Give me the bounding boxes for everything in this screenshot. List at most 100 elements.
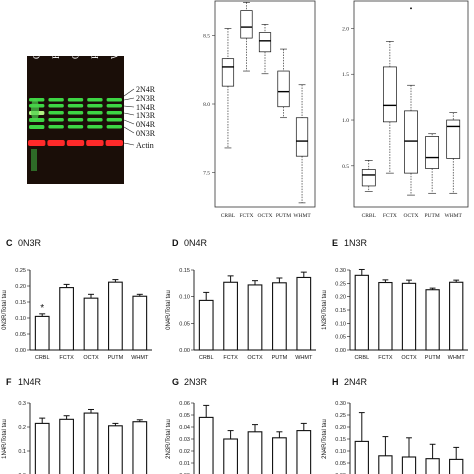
box — [240, 10, 253, 39]
bar — [354, 274, 369, 351]
bar-chart-c: 0.00 0.05 0.10 0.15 0.20 0.25 0N3R/Total tau CR… — [2, 268, 152, 361]
band-leader — [123, 88, 135, 97]
actin-band — [28, 140, 46, 146]
x-tick-label: OCTX — [247, 355, 263, 361]
band-label: 1N4R — [136, 103, 156, 112]
western-blot: CRBL FCTX OCTX PUTM WHMT 2N4R2N3R1N4R1N3R0N4R… — [27, 30, 156, 184]
x-tick-label: FCTX — [59, 355, 74, 361]
y-tick-label: 0.01 — [179, 461, 190, 467]
y-tick-label: 8.5 — [203, 33, 210, 39]
tau-band — [106, 104, 122, 108]
lane-label: PUTM — [90, 34, 100, 59]
bar — [132, 421, 148, 474]
band-label: 0N4R — [136, 120, 156, 129]
x-tick-label: OCTX — [404, 213, 419, 219]
tau-band — [67, 118, 84, 122]
y-tick-label: 0.5 — [342, 164, 349, 170]
y-tick-label: 0.25 — [335, 281, 346, 287]
tau-band — [106, 118, 122, 122]
bar — [401, 282, 417, 351]
tau-band — [67, 98, 84, 102]
y-tick-label: 0.05 — [335, 335, 346, 341]
x-tick-label: WHMT — [295, 355, 313, 361]
lane-label: FCTX — [51, 35, 61, 59]
tau-band — [48, 118, 64, 122]
y-tick-label: 0.00 — [179, 348, 190, 354]
y-tick-label: 0.15 — [179, 268, 190, 274]
y-tick-label: 0.04 — [179, 425, 190, 431]
bar — [59, 418, 74, 474]
x-tick-label: WHMT — [293, 213, 311, 219]
x-tick-label: CRBL — [362, 213, 377, 219]
band-leader — [123, 105, 135, 108]
y-axis-label: 0N3R/Total tau — [2, 290, 8, 330]
x-tick-label: PUTM — [272, 355, 288, 361]
bar — [223, 281, 238, 351]
tau-band — [67, 125, 84, 129]
y-tick-label: 0.05 — [179, 413, 190, 419]
tau-band — [67, 111, 84, 115]
y-tick-label: 0.15 — [15, 300, 26, 306]
bar — [378, 281, 393, 351]
x-tick-label: WHMT — [448, 355, 466, 361]
box — [295, 117, 309, 157]
bar-chart-d: 0.00 0.05 0.10 0.15 0N4R/Total tau CRBL FCTX OC… — [166, 268, 316, 361]
x-tick-label: CRBL — [221, 213, 236, 219]
band-leader — [123, 97, 135, 101]
y-tick-label: 0.05 — [179, 321, 190, 327]
bar — [425, 289, 440, 351]
tau-band — [87, 98, 103, 102]
x-tick-label: FCTX — [239, 213, 253, 219]
band-leader — [123, 112, 135, 116]
bar — [401, 456, 417, 474]
bar — [34, 315, 50, 351]
y-tick-label: 0.25 — [15, 268, 26, 274]
bar — [83, 412, 99, 474]
tau-band — [106, 111, 122, 115]
y-tick-label: 0.20 — [335, 295, 346, 301]
y-tick-label: 0.3 — [18, 401, 26, 407]
tau-band — [67, 104, 84, 108]
band-label: Actin — [136, 141, 154, 150]
x-tick-label: FCTX — [378, 355, 393, 361]
bar — [449, 458, 464, 474]
y-tick-label: 0.25 — [335, 413, 346, 419]
y-tick-label: 0.03 — [179, 437, 190, 443]
actin-band — [105, 140, 123, 146]
y-tick-label: 8.0 — [203, 102, 210, 108]
bar — [449, 281, 464, 351]
band-leader — [123, 142, 135, 146]
band-label: 0N3R — [136, 129, 156, 138]
x-tick-label: CRBL — [199, 355, 214, 361]
bar — [83, 297, 99, 351]
y-tick-label: 0.15 — [335, 308, 346, 314]
box — [258, 32, 272, 53]
y-axis-label: 1N3R/Total tau — [322, 290, 328, 330]
bar — [378, 455, 393, 474]
bar — [132, 295, 148, 351]
y-tick-label: 0.10 — [179, 295, 190, 301]
y-tick-label: 0.20 — [15, 284, 26, 290]
x-tick-label: CRBL — [35, 355, 50, 361]
bar — [296, 430, 312, 474]
band-label: 1N3R — [136, 111, 156, 120]
bar — [34, 422, 50, 474]
box — [382, 66, 397, 123]
y-axis-label: 1N4R/Total tau — [2, 419, 8, 459]
x-tick-label: OCTX — [401, 355, 417, 361]
bar — [59, 287, 74, 351]
y-tick-label: 0.10 — [335, 449, 346, 455]
box-plot-b2: 0.5 1.0 1.5 2.0 CRBL FCTX OCTX PUTM WHMT — [342, 0, 469, 219]
x-tick-label: FCTX — [383, 213, 397, 219]
bar — [354, 440, 369, 474]
x-tick-label: WHMT — [131, 355, 149, 361]
plot-frame — [353, 0, 469, 208]
bar — [108, 281, 123, 351]
x-tick-label: OCTX — [258, 213, 273, 219]
y-axis-label: 2N3R/Total tau — [166, 419, 172, 459]
bar — [198, 416, 214, 474]
bar — [296, 276, 312, 351]
lane-label: CRBL — [32, 35, 42, 59]
